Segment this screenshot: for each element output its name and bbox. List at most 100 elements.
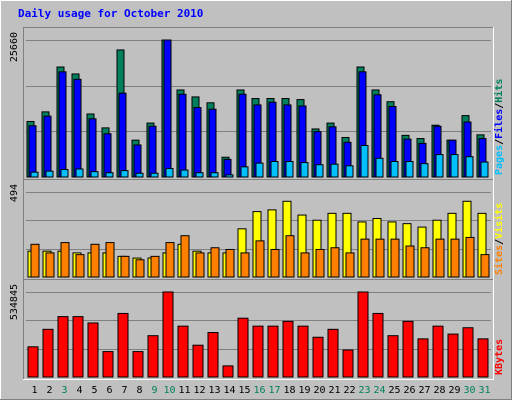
svg-text:Pages/Files/Hits: Pages/Files/Hits [493, 79, 505, 175]
bar-files-day-1 [28, 125, 37, 178]
x-label-day-21: 21 [328, 385, 340, 396]
bar-kbytes-day-18 [282, 320, 294, 378]
x-label-day-8: 8 [136, 385, 142, 396]
legend-entry-1: / [494, 139, 505, 145]
bar-kbytes-day-26 [402, 320, 414, 378]
bar-pages-day-18 [285, 161, 294, 178]
bar-kbytes-day-25 [387, 335, 399, 378]
x-label-day-12: 12 [193, 385, 205, 396]
bar-files-day-9 [148, 125, 157, 178]
x-label-day-27: 27 [418, 385, 430, 396]
bar-sites-day-25 [390, 238, 400, 278]
bar-kbytes-day-15 [237, 317, 249, 378]
bar-files-day-15 [238, 93, 247, 178]
y-max-label-kbytes: 534845 [9, 284, 20, 320]
x-label-day-3: 3 [61, 385, 67, 396]
bar-kbytes-day-16 [252, 325, 264, 378]
bar-kbytes-day-5 [87, 322, 99, 378]
bar-pages-day-1 [30, 171, 39, 178]
bar-files-day-8 [133, 144, 142, 178]
bar-pages-day-22 [345, 165, 354, 178]
x-label-day-4: 4 [76, 385, 82, 396]
x-label-day-19: 19 [298, 385, 310, 396]
bar-files-day-14 [223, 158, 232, 178]
bar-pages-day-5 [90, 171, 99, 178]
x-label-day-28: 28 [433, 385, 445, 396]
bar-files-day-10 [163, 39, 172, 178]
x-label-day-16: 16 [253, 385, 265, 396]
bar-kbytes-day-7 [117, 312, 129, 378]
x-label-day-20: 20 [313, 385, 325, 396]
bar-kbytes-day-30 [462, 327, 474, 378]
svg-text:KBytes: KBytes [494, 339, 505, 375]
bar-pages-day-17 [270, 161, 279, 178]
bar-pages-day-11 [180, 169, 189, 178]
svg-text:Sites/Visits: Sites/Visits [493, 203, 505, 275]
x-label-day-15: 15 [238, 385, 250, 396]
bar-kbytes-day-4 [72, 316, 84, 378]
bar-sites-day-21 [330, 247, 340, 278]
bar-sites-day-4 [75, 254, 85, 278]
legend-entry-0: KBytes [494, 339, 505, 375]
x-label-day-29: 29 [448, 385, 460, 396]
bar-pages-day-19 [300, 162, 309, 178]
bar-pages-day-15 [240, 166, 249, 178]
bar-kbytes-day-19 [297, 325, 309, 378]
bar-sites-day-8 [135, 259, 145, 278]
bar-files-day-4 [73, 78, 82, 178]
x-label-day-31: 31 [478, 385, 490, 396]
bar-pages-day-26 [405, 161, 414, 178]
bar-pages-day-10 [165, 167, 174, 178]
bar-files-day-12 [193, 107, 202, 178]
chart-title: Daily usage for October 2010 [18, 7, 204, 20]
x-label-day-30: 30 [463, 385, 475, 396]
bar-kbytes-day-3 [57, 316, 69, 378]
bar-sites-day-19 [300, 252, 310, 278]
bar-pages-day-12 [195, 172, 204, 178]
x-label-day-24: 24 [373, 385, 385, 396]
bar-pages-day-4 [75, 168, 84, 178]
bar-pages-day-9 [150, 172, 159, 178]
x-label-day-5: 5 [91, 385, 97, 396]
x-label-day-6: 6 [106, 385, 112, 396]
bar-pages-day-20 [315, 164, 324, 178]
bar-pages-day-31 [480, 161, 489, 178]
bar-pages-day-30 [465, 156, 474, 178]
bar-pages-day-13 [210, 172, 219, 178]
legend-visits-sites: Sites/Visits [493, 203, 505, 275]
legend-entry-0: Sites [493, 245, 505, 275]
x-label-day-7: 7 [121, 385, 127, 396]
bar-sites-day-1 [30, 243, 40, 278]
x-label-day-13: 13 [208, 385, 220, 396]
legend-entry-4: Hits [493, 79, 505, 103]
bar-kbytes-day-24 [372, 312, 384, 378]
bar-pages-day-21 [330, 163, 339, 178]
bar-sites-day-10 [165, 242, 175, 278]
bar-kbytes-day-2 [42, 328, 54, 378]
bar-kbytes-day-31 [477, 338, 489, 378]
bar-kbytes-day-10 [162, 291, 174, 378]
x-label-day-26: 26 [403, 385, 415, 396]
bar-sites-day-20 [315, 248, 325, 278]
bar-sites-day-9 [150, 255, 160, 278]
bar-pages-day-24 [375, 157, 384, 178]
bar-files-day-6 [103, 133, 112, 178]
bar-pages-day-16 [255, 162, 264, 178]
x-label-day-22: 22 [343, 385, 355, 396]
bar-files-day-2 [43, 115, 52, 178]
legend-entry-1: / [494, 239, 505, 245]
bar-kbytes-day-1 [27, 346, 39, 378]
x-label-day-1: 1 [31, 385, 37, 396]
bar-sites-day-30 [465, 236, 475, 278]
bar-sites-day-18 [285, 235, 295, 278]
bar-sites-day-16 [255, 240, 265, 278]
x-label-day-10: 10 [163, 385, 175, 396]
bar-files-day-13 [208, 108, 217, 178]
bar-sites-day-6 [105, 242, 115, 278]
bar-sites-day-3 [60, 242, 70, 278]
bar-kbytes-day-14 [222, 365, 234, 378]
legend-entry-2: Files [493, 109, 505, 139]
legend-entry-2: Visits [493, 203, 505, 239]
bar-kbytes-day-8 [132, 351, 144, 378]
x-label-day-11: 11 [178, 385, 190, 396]
